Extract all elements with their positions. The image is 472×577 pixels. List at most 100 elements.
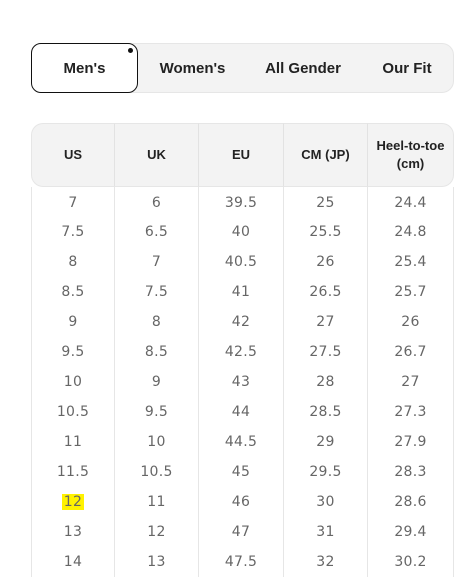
cell-us: 12 xyxy=(31,487,115,517)
cell-us: 11.5 xyxy=(31,457,115,487)
cell-value: 43 xyxy=(231,374,251,390)
cell-value: 11 xyxy=(63,434,83,450)
cell-value: 11.5 xyxy=(56,464,90,480)
cell-heel-to-toe: 30.2 xyxy=(368,547,454,577)
cell-value: 47 xyxy=(231,524,251,540)
cell-value: 7 xyxy=(68,195,78,211)
cell-value: 27.3 xyxy=(394,404,427,420)
cell-uk: 7 xyxy=(115,247,199,277)
cell-value: 24.8 xyxy=(394,224,427,240)
tab-womens[interactable]: Women's xyxy=(140,44,245,92)
table-row: 9 8 42 27 26 xyxy=(31,307,454,337)
tab-womens-label: Women's xyxy=(159,59,226,77)
cell-cm-jp: 28.5 xyxy=(284,397,368,427)
cell-cm-jp: 28 xyxy=(284,367,368,397)
table-row: 11.5 10.5 45 29.5 28.3 xyxy=(31,457,454,487)
cell-value: 40 xyxy=(231,224,251,240)
cell-value: 25.5 xyxy=(309,224,342,240)
cell-heel-to-toe: 28.3 xyxy=(368,457,454,487)
cell-value: 12 xyxy=(147,524,166,540)
cell-uk: 6.5 xyxy=(115,217,199,247)
cell-value: 9.5 xyxy=(61,344,85,360)
tab-mens[interactable]: Men's xyxy=(31,43,138,93)
cell-value: 41 xyxy=(231,284,251,300)
cell-us: 8.5 xyxy=(31,277,115,307)
cell-value: 10.5 xyxy=(56,404,90,420)
cell-cm-jp: 32 xyxy=(284,547,368,577)
cell-uk: 10.5 xyxy=(115,457,199,487)
header-us: US xyxy=(31,123,115,187)
cell-uk: 8.5 xyxy=(115,337,199,367)
table-row: 13 12 47 31 29.4 xyxy=(31,517,454,547)
cell-cm-jp: 27 xyxy=(284,307,368,337)
cell-value: 45 xyxy=(231,464,251,480)
cell-cm-jp: 25 xyxy=(284,187,368,217)
cell-cm-jp: 29.5 xyxy=(284,457,368,487)
cell-value: 9 xyxy=(68,314,78,330)
cell-value: 24.4 xyxy=(394,195,427,211)
table-header-row: US UK EU CM (JP) Heel-to-toe (cm) xyxy=(31,123,454,187)
cell-uk: 12 xyxy=(115,517,199,547)
cell-eu: 42 xyxy=(199,307,284,337)
table-row: 9.5 8.5 42.5 27.5 26.7 xyxy=(31,337,454,367)
tab-all-gender-label: All Gender xyxy=(265,59,341,77)
cell-cm-jp: 26 xyxy=(284,247,368,277)
size-chart: US UK EU CM (JP) Heel-to-toe (cm) 7 6 39.5… xyxy=(31,123,454,577)
cell-heel-to-toe: 24.8 xyxy=(368,217,454,247)
cell-value: 13 xyxy=(147,554,166,570)
active-indicator-dot xyxy=(128,48,133,53)
cell-value: 44.5 xyxy=(224,434,258,450)
header-cm-jp: CM (JP) xyxy=(284,123,368,187)
cell-value: 13 xyxy=(63,524,83,540)
cell-value: 27.9 xyxy=(394,434,427,450)
cell-uk: 13 xyxy=(115,547,199,577)
cell-eu: 43 xyxy=(199,367,284,397)
size-gender-tabs: Men's Women's All Gender Our Fit xyxy=(31,43,454,93)
cell-value: 25.4 xyxy=(394,254,427,270)
cell-value: 10 xyxy=(147,434,166,450)
cell-heel-to-toe: 25.4 xyxy=(368,247,454,277)
cell-eu: 39.5 xyxy=(199,187,284,217)
cell-us: 13 xyxy=(31,517,115,547)
cell-us: 11 xyxy=(31,427,115,457)
cell-us: 14 xyxy=(31,547,115,577)
cell-value: 28.6 xyxy=(394,494,427,510)
table-row: 11 10 44.5 29 27.9 xyxy=(31,427,454,457)
cell-value: 7.5 xyxy=(144,284,169,300)
cell-heel-to-toe: 28.6 xyxy=(368,487,454,517)
cell-heel-to-toe: 26 xyxy=(368,307,454,337)
cell-value: 47.5 xyxy=(224,554,258,570)
cell-value: 32 xyxy=(316,554,335,570)
cell-value: 11 xyxy=(147,494,166,510)
cell-value: 44 xyxy=(231,404,251,420)
cell-value: 26.5 xyxy=(309,284,342,300)
cell-value: 26.7 xyxy=(394,344,427,360)
cell-eu: 44.5 xyxy=(199,427,284,457)
tab-all-gender[interactable]: All Gender xyxy=(247,44,359,92)
tab-our-fit[interactable]: Our Fit xyxy=(360,44,454,92)
cell-value: 10.5 xyxy=(140,464,173,480)
cell-value: 27 xyxy=(316,314,335,330)
cell-us: 7.5 xyxy=(31,217,115,247)
cell-heel-to-toe: 27 xyxy=(368,367,454,397)
table-row: 14 13 47.5 32 30.2 xyxy=(31,547,454,577)
cell-us: 10.5 xyxy=(31,397,115,427)
cell-us: 8 xyxy=(31,247,115,277)
cell-value: 28.3 xyxy=(394,464,427,480)
cell-value: 6.5 xyxy=(144,224,169,240)
highlighted-size: 12 xyxy=(61,494,85,510)
cell-heel-to-toe: 27.9 xyxy=(368,427,454,457)
table-row: 7 6 39.5 25 24.4 xyxy=(31,187,454,217)
cell-value: 8.5 xyxy=(61,284,85,300)
cell-us: 7 xyxy=(31,187,115,217)
size-chart-body: 7 6 39.5 25 24.4 7.5 6.5 40 25.5 24.8 8 7 40.5 26 25.4… xyxy=(31,187,454,577)
cell-value: 29.5 xyxy=(309,464,342,480)
cell-value: 27.5 xyxy=(309,344,342,360)
cell-eu: 40 xyxy=(199,217,284,247)
table-row: 12 11 46 30 28.6 xyxy=(31,487,454,517)
cell-eu: 40.5 xyxy=(199,247,284,277)
cell-value: 42 xyxy=(231,314,251,330)
cell-eu: 47 xyxy=(199,517,284,547)
cell-cm-jp: 27.5 xyxy=(284,337,368,367)
cell-heel-to-toe: 25.7 xyxy=(368,277,454,307)
